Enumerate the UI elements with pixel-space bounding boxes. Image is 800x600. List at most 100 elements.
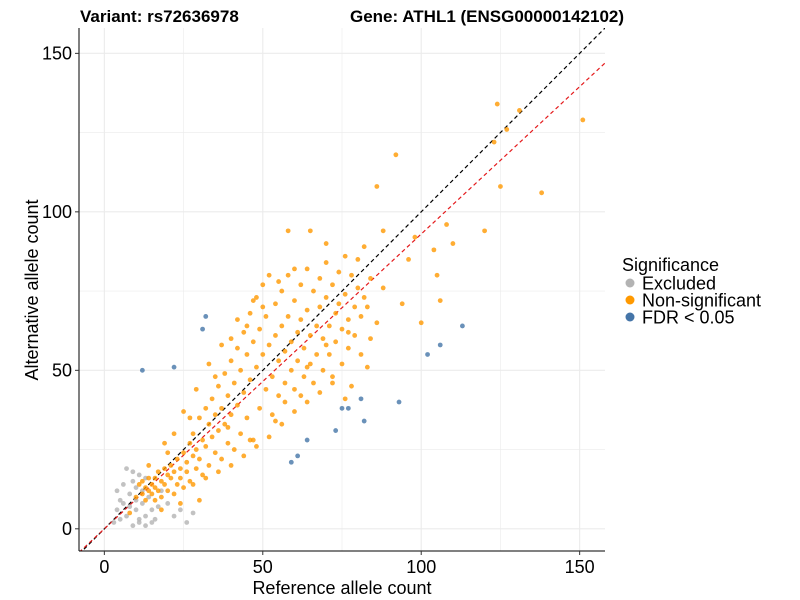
point-non-significant <box>225 424 231 430</box>
point-non-significant <box>158 494 164 500</box>
point-non-significant <box>257 326 263 332</box>
point-non-significant <box>364 304 370 310</box>
point-non-significant <box>228 336 234 342</box>
point-non-significant <box>181 450 186 456</box>
point-non-significant <box>352 333 358 338</box>
point-excluded <box>149 520 155 525</box>
point-non-significant <box>254 444 259 449</box>
point-non-significant <box>355 256 361 262</box>
reference-line-1 <box>81 28 605 551</box>
point-non-significant <box>482 228 487 234</box>
point-non-significant <box>374 184 380 189</box>
point-excluded <box>130 478 136 484</box>
point-non-significant <box>352 304 358 310</box>
point-non-significant <box>266 434 272 440</box>
point-non-significant <box>580 117 586 123</box>
point-fdr-0-05 <box>460 323 465 329</box>
point-non-significant <box>320 367 326 373</box>
point-excluded <box>114 507 120 513</box>
legend-label: FDR < 0.05 <box>642 308 735 328</box>
point-non-significant <box>437 298 443 303</box>
point-excluded <box>143 523 148 529</box>
point-non-significant <box>276 358 282 364</box>
point-non-significant <box>269 412 275 418</box>
point-non-significant <box>263 386 269 392</box>
legend-key <box>625 295 635 305</box>
point-fdr-0-05 <box>203 314 209 319</box>
legend: Significance ExcludedNon-significantFDR … <box>622 255 761 328</box>
point-non-significant <box>162 482 167 487</box>
point-fdr-0-05 <box>304 437 310 443</box>
point-non-significant <box>311 380 316 386</box>
point-non-significant <box>254 295 259 300</box>
point-non-significant <box>190 431 196 437</box>
point-non-significant <box>273 301 278 307</box>
point-non-significant <box>345 317 351 323</box>
point-non-significant <box>285 228 291 234</box>
point-non-significant <box>434 272 440 278</box>
point-non-significant <box>260 352 266 357</box>
point-non-significant <box>345 329 351 335</box>
point-excluded <box>136 472 142 478</box>
point-non-significant <box>323 295 329 300</box>
point-non-significant <box>263 314 269 319</box>
point-non-significant <box>517 108 522 113</box>
point-excluded <box>127 491 133 497</box>
point-non-significant <box>212 450 218 456</box>
point-non-significant <box>314 352 320 357</box>
point-non-significant <box>216 469 221 475</box>
point-non-significant <box>361 295 367 300</box>
point-excluded <box>171 513 177 519</box>
point-non-significant <box>203 444 209 449</box>
point-non-significant <box>168 463 174 468</box>
point-non-significant <box>244 415 250 421</box>
point-non-significant <box>143 485 148 491</box>
point-non-significant <box>282 348 288 354</box>
point-non-significant <box>450 241 456 246</box>
point-non-significant <box>247 310 253 316</box>
point-non-significant <box>254 364 259 370</box>
x-tick-label: 100 <box>406 557 436 577</box>
point-non-significant <box>276 393 282 399</box>
y-tick-label: 0 <box>62 519 72 539</box>
point-excluded <box>136 520 142 525</box>
point-non-significant <box>193 466 199 471</box>
x-tick-label: 150 <box>565 557 595 577</box>
point-non-significant <box>380 228 386 234</box>
point-non-significant <box>197 415 202 421</box>
point-fdr-0-05 <box>345 405 351 411</box>
point-non-significant <box>244 352 250 357</box>
point-non-significant <box>504 127 510 132</box>
point-fdr-0-05 <box>425 352 430 357</box>
point-non-significant <box>162 440 167 446</box>
point-non-significant <box>149 491 155 497</box>
point-non-significant <box>364 364 370 370</box>
point-non-significant <box>190 482 196 487</box>
point-non-significant <box>304 266 310 272</box>
point-non-significant <box>358 314 364 319</box>
point-excluded <box>165 501 171 506</box>
point-non-significant <box>273 333 278 338</box>
point-non-significant <box>225 440 231 446</box>
point-non-significant <box>349 383 354 389</box>
point-non-significant <box>406 256 411 262</box>
point-excluded <box>184 520 190 525</box>
reference-lines <box>79 28 605 551</box>
legend-key <box>625 312 635 322</box>
point-excluded <box>127 504 133 510</box>
point-non-significant <box>174 482 180 487</box>
point-non-significant <box>282 399 288 405</box>
point-non-significant <box>342 396 348 402</box>
point-non-significant <box>244 323 250 329</box>
point-non-significant <box>288 339 294 345</box>
point-non-significant <box>219 456 224 462</box>
point-non-significant <box>257 405 263 411</box>
point-non-significant <box>260 282 266 288</box>
point-non-significant <box>216 383 221 389</box>
point-excluded <box>152 516 158 522</box>
point-excluded <box>111 520 117 525</box>
legend-label: Excluded <box>642 274 716 294</box>
point-non-significant <box>323 241 329 246</box>
point-non-significant <box>235 317 240 323</box>
